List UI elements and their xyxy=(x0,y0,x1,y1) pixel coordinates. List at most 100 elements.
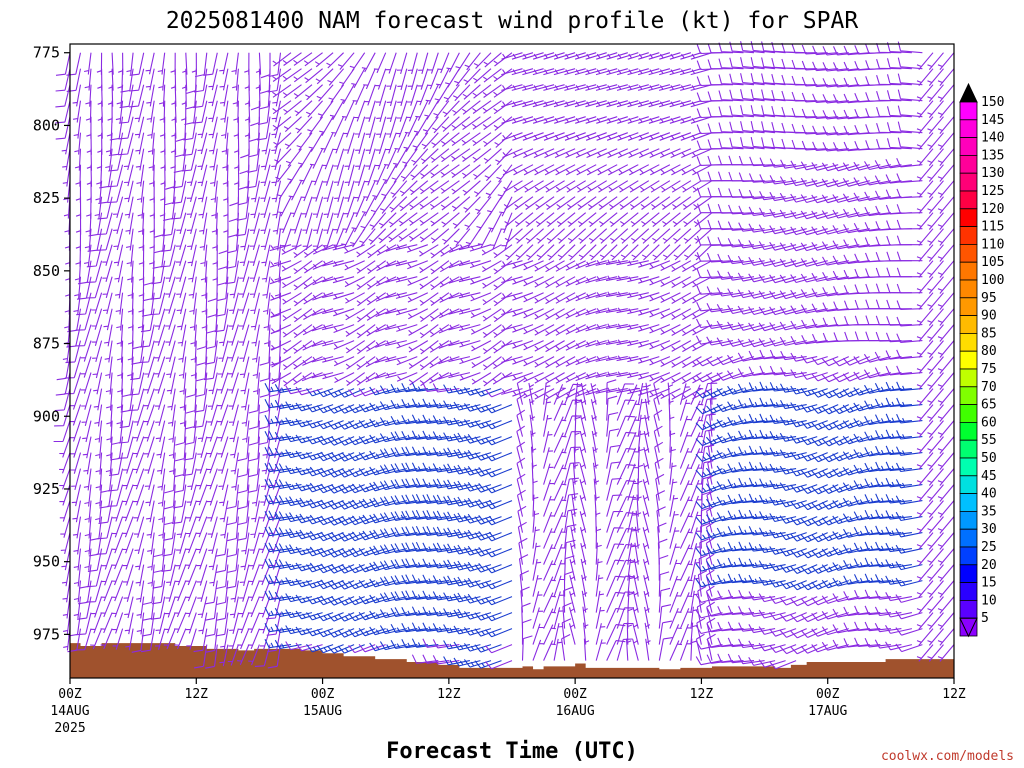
wind-barb xyxy=(790,320,818,330)
wind-barb xyxy=(927,132,944,150)
wind-barb xyxy=(790,352,818,362)
wind-barb xyxy=(343,116,355,138)
wind-barb xyxy=(241,532,250,555)
wind-barb xyxy=(453,641,481,651)
wind-barb xyxy=(86,564,103,588)
wind-barb xyxy=(312,292,334,301)
wind-barb xyxy=(620,228,639,244)
wind-barb xyxy=(927,212,944,230)
wind-barb xyxy=(575,260,597,270)
wind-barb xyxy=(595,606,605,629)
wind-barb xyxy=(916,308,934,326)
wind-barb xyxy=(812,61,839,72)
wind-barb xyxy=(401,590,428,601)
wind-barb xyxy=(470,308,492,319)
wind-barb xyxy=(149,292,166,316)
wind-barb xyxy=(660,260,681,271)
wind-barb xyxy=(885,592,913,602)
wind-barb xyxy=(547,244,565,261)
wind-barb xyxy=(653,409,663,437)
wind-barb xyxy=(532,526,540,549)
wind-barb xyxy=(247,468,260,493)
wind-barb xyxy=(90,628,103,650)
wind-barb xyxy=(379,512,407,523)
wind-barb xyxy=(606,275,628,282)
wind-barb xyxy=(226,532,239,558)
wind-barb xyxy=(366,292,387,306)
wind-barb xyxy=(322,164,334,186)
wind-barb xyxy=(419,276,439,290)
wind-barb xyxy=(422,494,449,504)
wind-barb xyxy=(379,496,407,507)
wind-barb xyxy=(96,228,113,251)
wind-barb xyxy=(534,260,555,272)
wind-barb xyxy=(232,68,239,91)
wind-barb xyxy=(133,404,145,426)
wind-barb xyxy=(671,164,692,176)
wind-barb xyxy=(401,494,428,505)
wind-barb xyxy=(92,340,103,363)
wind-barb xyxy=(832,46,860,56)
wind-barb xyxy=(692,164,713,176)
wind-barb xyxy=(564,493,579,517)
wind-barb xyxy=(358,643,386,653)
wind-barb xyxy=(790,500,818,510)
wind-barb xyxy=(485,660,513,670)
wind-barb xyxy=(122,452,134,474)
wind-barb xyxy=(72,84,82,107)
wind-barb xyxy=(748,640,776,650)
wind-barb xyxy=(55,100,71,124)
wind-barb xyxy=(322,292,344,299)
wind-barb xyxy=(285,481,313,491)
wind-barb xyxy=(175,420,187,446)
wind-barb xyxy=(229,292,239,315)
wind-barb xyxy=(464,212,481,231)
wind-barb xyxy=(121,372,134,398)
wind-barb xyxy=(812,141,839,152)
wind-barb xyxy=(639,164,660,176)
wind-barb xyxy=(312,260,334,270)
wind-barb xyxy=(271,132,282,155)
wind-barb xyxy=(386,116,397,138)
wind-barb xyxy=(240,372,250,395)
wind-barb xyxy=(546,212,565,228)
wind-barb xyxy=(136,580,145,603)
wind-barb xyxy=(748,591,776,601)
wind-barb xyxy=(585,308,607,316)
wind-barb xyxy=(595,68,618,76)
wind-barb xyxy=(627,324,649,331)
wind-barb xyxy=(534,324,555,336)
wind-barb xyxy=(303,276,323,290)
wind-barb xyxy=(260,484,271,506)
wind-barb xyxy=(322,308,344,315)
wind-barb xyxy=(758,560,786,570)
wind-barb xyxy=(141,612,155,637)
wind-barb xyxy=(780,383,807,393)
wind-barb xyxy=(143,260,155,286)
wind-barb xyxy=(645,382,652,405)
wind-barb xyxy=(449,244,471,253)
wind-barb xyxy=(635,510,642,533)
wind-barb xyxy=(937,628,955,646)
wind-barb xyxy=(385,52,397,74)
wind-barb xyxy=(897,41,923,54)
wind-barb xyxy=(533,132,555,141)
wind-barb xyxy=(627,400,640,421)
wind-barb xyxy=(717,574,744,584)
x-tick-label: 17AUG xyxy=(808,704,847,719)
wind-barb xyxy=(181,148,197,172)
wind-barb xyxy=(129,84,145,108)
wind-barb xyxy=(333,356,355,367)
wind-barb xyxy=(136,596,145,619)
wind-barb xyxy=(483,52,502,68)
wind-barb xyxy=(916,596,934,614)
wind-barb xyxy=(658,637,673,661)
wind-barb xyxy=(575,148,597,159)
wind-barb xyxy=(516,473,526,501)
wind-barb xyxy=(260,468,271,491)
wind-barb xyxy=(659,116,681,124)
colorbar-label: 85 xyxy=(981,326,997,341)
wind-barb xyxy=(557,228,576,244)
wind-barb xyxy=(853,223,881,233)
wind-barb xyxy=(800,371,828,380)
